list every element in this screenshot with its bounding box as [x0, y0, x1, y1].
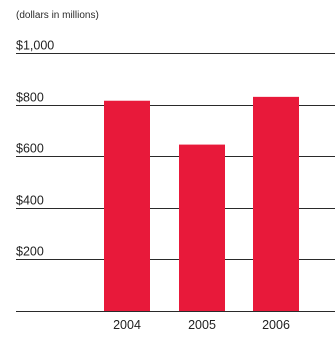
bar-2005	[179, 144, 225, 311]
y-tick-label: $400	[16, 194, 44, 208]
gridlines	[16, 53, 335, 312]
bar-2004	[104, 100, 150, 311]
x-tick-label: 2005	[188, 318, 216, 332]
x-tick-label: 2004	[113, 318, 141, 332]
bar-2006	[253, 96, 299, 311]
y-tick-label: $800	[16, 91, 44, 105]
x-tick-label: 2006	[262, 318, 290, 332]
y-axis-tick-labels: $200 $400 $600 $800 $1,000	[16, 39, 54, 259]
y-tick-label: $200	[16, 245, 44, 259]
y-tick-label: $600	[16, 142, 44, 156]
x-axis-tick-labels: 2004 2005 2006	[113, 318, 290, 332]
y-tick-label: $1,000	[16, 39, 54, 53]
chart-subtitle: (dollars in millions)	[16, 10, 99, 21]
bars	[104, 96, 299, 311]
